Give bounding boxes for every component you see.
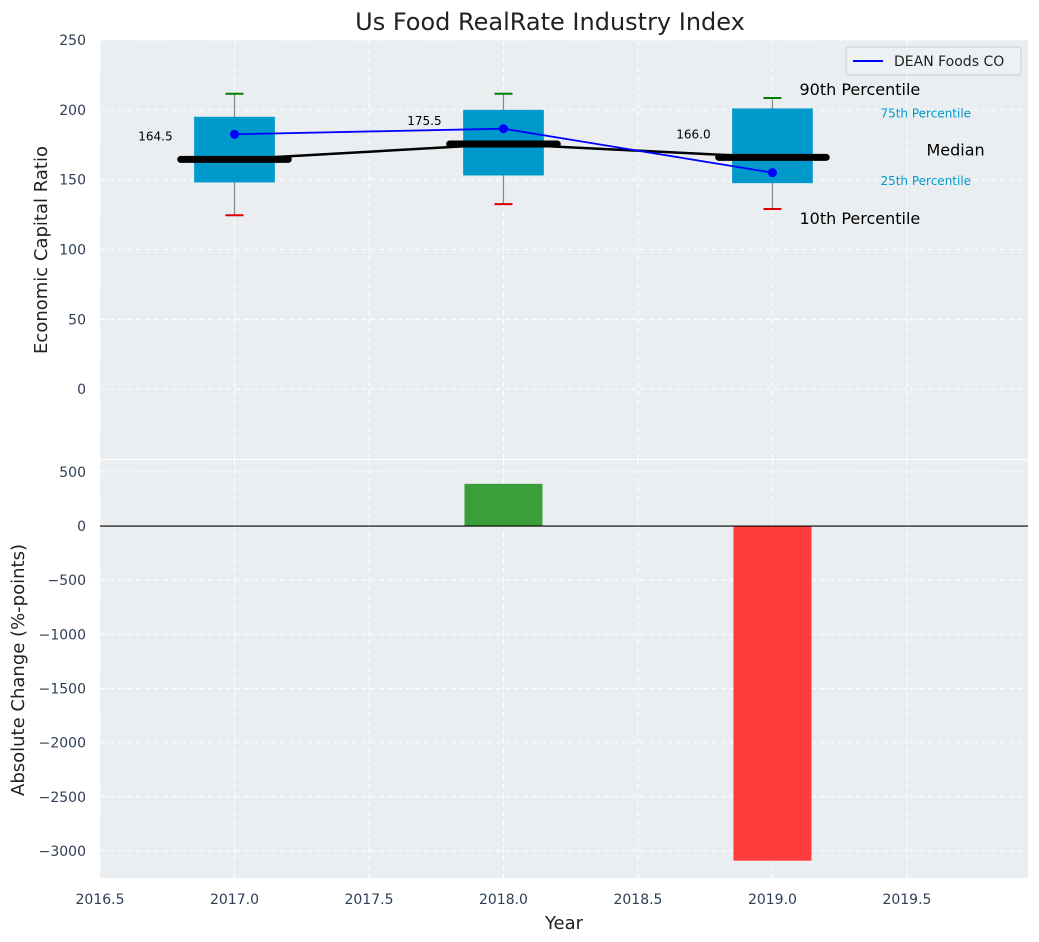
x-tick-label: 2018.5 [613,892,662,908]
median-value-label: 175.5 [407,114,441,128]
top-y-tick-label: 150 [59,173,86,189]
bottom-y-tick-label: −1500 [39,681,86,697]
legend-box [845,46,1022,76]
top-y-tick-label: 200 [59,103,86,119]
bottom-y-tick-label: 500 [59,465,86,481]
median-value-label: 166.0 [676,127,710,141]
bottom-y-tick-label: −1000 [39,627,86,643]
top-y-tick-label: 250 [59,33,86,49]
x-tick-label: 2017.0 [210,892,259,908]
change-bar [464,483,543,527]
top-y-tick-label: 50 [68,312,86,328]
x-tick-label: 2019.0 [748,892,797,908]
p25-annotation: 25th Percentile [880,174,971,188]
x-tick-label: 2016.5 [76,892,125,908]
bottom-y-axis-label: Absolute Change (%-points) [8,544,29,796]
x-tick-label: 2018.0 [479,892,528,908]
p10-annotation: 10th Percentile [799,209,920,228]
company-point [498,124,508,134]
bottom-y-tick-label: −2500 [39,790,86,806]
bottom-plot-area [100,460,1028,878]
bottom-y-tick-label: −500 [48,573,86,589]
median-value-label: 164.5 [138,129,172,143]
x-tick-label: 2019.5 [882,892,931,908]
iqr-box [194,116,275,183]
x-axis-label: Year [544,913,584,934]
change-bar [733,526,812,861]
bottom-y-tick-label: −3000 [39,844,86,860]
legend-entry: DEAN Foods CO [894,54,1004,70]
company-point [767,168,777,178]
top-y-axis-label: Economic Capital Ratio [31,146,52,354]
bottom-y-tick-label: 0 [77,519,86,535]
top-y-tick-label: 100 [59,243,86,259]
top-y-tick-label: 0 [77,382,86,398]
legend: DEAN Foods CO [845,46,1022,76]
median-annotation: Median [926,140,984,159]
chart-title: Us Food RealRate Industry Index [355,8,745,36]
company-point [229,129,239,139]
p90-annotation: 90th Percentile [799,80,920,99]
bottom-y-tick-label: −2000 [39,736,86,752]
x-tick-label: 2017.5 [344,892,393,908]
p75-annotation: 75th Percentile [880,106,971,120]
